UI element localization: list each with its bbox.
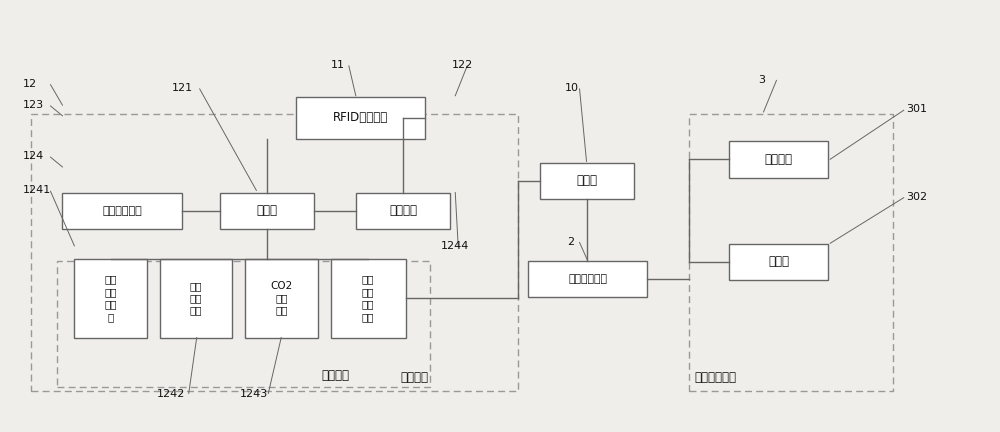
Bar <box>57 261 430 387</box>
Bar <box>220 193 314 229</box>
Text: 3: 3 <box>759 75 766 85</box>
Text: 1242: 1242 <box>157 389 185 399</box>
Bar <box>31 114 518 391</box>
Text: 10: 10 <box>565 83 579 93</box>
Text: 控制器: 控制器 <box>256 204 277 217</box>
Text: 门磁
开关
监测
单元: 门磁 开关 监测 单元 <box>362 274 374 322</box>
Text: CO2
检测
单元: CO2 检测 单元 <box>271 281 293 315</box>
Text: 电源管理单元: 电源管理单元 <box>102 206 142 216</box>
Text: 控制模块: 控制模块 <box>401 372 429 384</box>
Text: 检测单元: 检测单元 <box>321 369 349 382</box>
Bar <box>245 259 318 337</box>
Text: 监控终端: 监控终端 <box>764 153 792 166</box>
Text: 122: 122 <box>452 60 474 70</box>
Text: 上位机: 上位机 <box>577 175 598 187</box>
Bar <box>160 259 232 337</box>
Bar <box>74 259 147 337</box>
Bar <box>331 259 406 337</box>
Text: 121: 121 <box>172 83 193 93</box>
Text: 123: 123 <box>23 100 44 110</box>
Text: 定位单元: 定位单元 <box>389 204 417 217</box>
Text: 1243: 1243 <box>239 389 268 399</box>
Bar <box>729 244 828 280</box>
Text: 302: 302 <box>906 192 927 202</box>
Bar <box>729 141 828 178</box>
Bar <box>689 114 893 391</box>
Text: 远程监控中心: 远程监控中心 <box>694 372 736 384</box>
Bar <box>528 261 647 297</box>
Text: 12: 12 <box>23 79 37 89</box>
Text: 网络传输模块: 网络传输模块 <box>568 274 607 284</box>
Text: RFID识别模块: RFID识别模块 <box>333 111 388 124</box>
Text: 301: 301 <box>906 105 927 114</box>
Text: 1241: 1241 <box>23 185 51 195</box>
Text: 温湿
度检
测单
元: 温湿 度检 测单 元 <box>104 274 117 322</box>
Bar <box>62 193 182 229</box>
Text: 2: 2 <box>568 237 575 247</box>
Bar <box>540 163 634 199</box>
Text: 1244: 1244 <box>440 241 469 251</box>
Text: 服务器: 服务器 <box>768 255 789 268</box>
Text: 乙烯
检测
单元: 乙烯 检测 单元 <box>190 281 202 315</box>
Bar <box>356 193 450 229</box>
Text: 124: 124 <box>23 151 44 161</box>
Text: 11: 11 <box>331 60 345 70</box>
Bar <box>296 97 425 139</box>
